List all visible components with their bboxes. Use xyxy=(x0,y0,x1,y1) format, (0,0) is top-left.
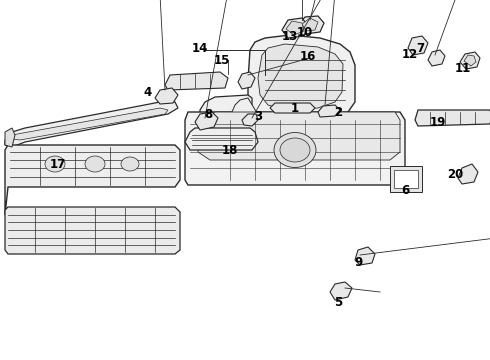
Polygon shape xyxy=(195,112,218,130)
Text: 20: 20 xyxy=(447,168,463,181)
Polygon shape xyxy=(5,207,180,254)
Polygon shape xyxy=(330,282,352,300)
Text: 17: 17 xyxy=(50,158,66,171)
Text: 7: 7 xyxy=(416,41,424,54)
Polygon shape xyxy=(238,72,255,89)
Polygon shape xyxy=(464,55,476,66)
Text: 15: 15 xyxy=(214,54,230,67)
Polygon shape xyxy=(242,114,258,126)
Text: 3: 3 xyxy=(254,111,262,123)
Polygon shape xyxy=(232,98,260,123)
Text: 13: 13 xyxy=(282,31,298,44)
Ellipse shape xyxy=(121,157,139,171)
Polygon shape xyxy=(408,36,428,55)
Polygon shape xyxy=(155,88,178,104)
Polygon shape xyxy=(318,105,340,117)
Polygon shape xyxy=(248,35,355,122)
Polygon shape xyxy=(428,50,445,66)
Polygon shape xyxy=(282,18,308,38)
Polygon shape xyxy=(355,247,375,265)
Polygon shape xyxy=(270,103,315,113)
Polygon shape xyxy=(185,112,405,185)
Bar xyxy=(394,170,418,188)
Polygon shape xyxy=(165,72,228,90)
Text: 2: 2 xyxy=(334,105,342,118)
Polygon shape xyxy=(5,128,15,147)
Text: 11: 11 xyxy=(455,62,471,75)
Polygon shape xyxy=(185,128,258,150)
Text: 9: 9 xyxy=(354,256,362,270)
Text: 4: 4 xyxy=(144,86,152,99)
Polygon shape xyxy=(415,110,490,126)
Text: 12: 12 xyxy=(402,49,418,62)
Polygon shape xyxy=(460,52,480,69)
Text: 1: 1 xyxy=(291,102,299,114)
Ellipse shape xyxy=(45,156,65,172)
Ellipse shape xyxy=(85,156,105,172)
Polygon shape xyxy=(5,145,180,215)
Text: 5: 5 xyxy=(334,297,342,310)
Polygon shape xyxy=(198,112,400,160)
Polygon shape xyxy=(298,16,324,34)
Text: 19: 19 xyxy=(430,116,446,129)
Polygon shape xyxy=(5,102,178,147)
Ellipse shape xyxy=(280,138,310,162)
Polygon shape xyxy=(458,164,478,184)
Text: 18: 18 xyxy=(222,144,238,157)
Text: 8: 8 xyxy=(204,108,212,122)
Polygon shape xyxy=(258,44,343,110)
Text: 10: 10 xyxy=(297,26,313,39)
Polygon shape xyxy=(286,21,304,35)
Bar xyxy=(390,166,422,192)
Polygon shape xyxy=(348,112,375,135)
Polygon shape xyxy=(12,108,168,140)
Text: 6: 6 xyxy=(401,184,409,197)
Ellipse shape xyxy=(274,132,316,167)
Text: 16: 16 xyxy=(300,49,316,63)
Polygon shape xyxy=(302,18,318,31)
Polygon shape xyxy=(200,95,252,122)
Text: 14: 14 xyxy=(192,41,208,54)
